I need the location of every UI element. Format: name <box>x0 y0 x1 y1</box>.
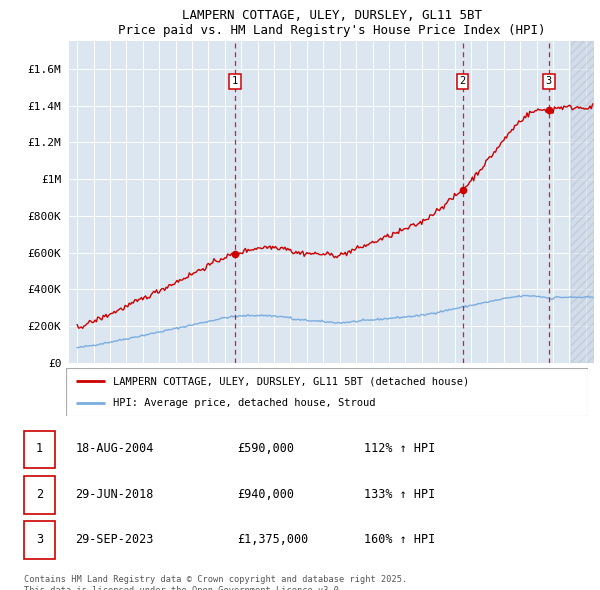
Text: 3: 3 <box>36 533 43 546</box>
Text: 112% ↑ HPI: 112% ↑ HPI <box>364 442 435 455</box>
Text: 18-AUG-2004: 18-AUG-2004 <box>76 442 154 455</box>
Text: LAMPERN COTTAGE, ULEY, DURSLEY, GL11 5BT (detached house): LAMPERN COTTAGE, ULEY, DURSLEY, GL11 5BT… <box>113 376 469 386</box>
Text: £940,000: £940,000 <box>237 487 294 500</box>
Text: 133% ↑ HPI: 133% ↑ HPI <box>364 487 435 500</box>
Text: 2: 2 <box>460 77 466 87</box>
Text: 29-JUN-2018: 29-JUN-2018 <box>76 487 154 500</box>
Bar <box>571 41 594 363</box>
FancyBboxPatch shape <box>24 521 55 559</box>
Text: £590,000: £590,000 <box>237 442 294 455</box>
FancyBboxPatch shape <box>24 431 55 468</box>
Text: HPI: Average price, detached house, Stroud: HPI: Average price, detached house, Stro… <box>113 398 376 408</box>
Text: Contains HM Land Registry data © Crown copyright and database right 2025.
This d: Contains HM Land Registry data © Crown c… <box>24 575 407 590</box>
Text: 160% ↑ HPI: 160% ↑ HPI <box>364 533 435 546</box>
Text: 1: 1 <box>232 77 238 87</box>
Text: 29-SEP-2023: 29-SEP-2023 <box>76 533 154 546</box>
Text: £1,375,000: £1,375,000 <box>237 533 308 546</box>
Text: 3: 3 <box>546 77 552 87</box>
Text: 1: 1 <box>36 442 43 455</box>
Text: 2: 2 <box>36 487 43 500</box>
FancyBboxPatch shape <box>24 476 55 514</box>
FancyBboxPatch shape <box>66 368 588 416</box>
Title: LAMPERN COTTAGE, ULEY, DURSLEY, GL11 5BT
Price paid vs. HM Land Registry's House: LAMPERN COTTAGE, ULEY, DURSLEY, GL11 5BT… <box>118 9 545 37</box>
